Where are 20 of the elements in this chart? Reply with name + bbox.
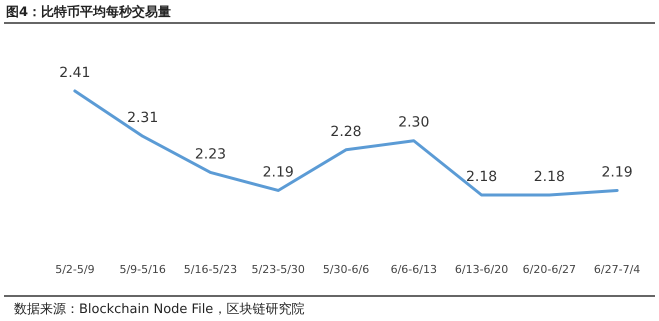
x-tick-label: 5/2-5/9: [55, 262, 95, 276]
x-tick-label: 6/27-7/4: [594, 262, 640, 276]
data-label: 2.31: [127, 110, 158, 126]
data-label: 2.18: [534, 169, 565, 185]
x-tick-label: 6/6-6/13: [390, 262, 437, 276]
x-tick-label: 6/13-6/20: [454, 262, 508, 276]
data-label: 2.19: [262, 164, 294, 180]
data-label: 2.23: [194, 146, 226, 162]
data-label: 2.18: [466, 169, 498, 185]
x-tick-label: 5/9-5/16: [119, 262, 166, 276]
x-tick-label: 5/16-5/23: [184, 262, 238, 276]
data-label: 2.30: [398, 114, 430, 131]
x-tick-label: 5/23-5/30: [252, 262, 305, 276]
data-label: 2.28: [330, 124, 362, 140]
data-label: 2.41: [59, 65, 90, 81]
chart-title: 图4：比特币平均每秒交易量: [6, 4, 172, 20]
x-tick-label: 5/30-6/6: [322, 262, 370, 276]
x-tick-label: 6/20-6/27: [522, 262, 576, 276]
source-note: 数据来源：Blockchain Node File，区块链研究院: [14, 302, 304, 317]
data-label: 2.19: [602, 164, 633, 180]
